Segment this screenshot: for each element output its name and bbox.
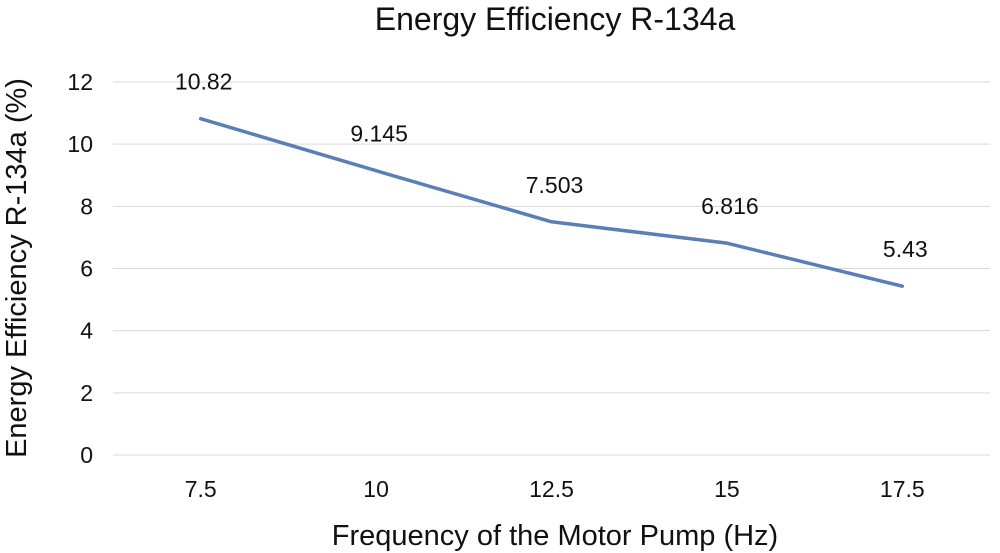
x-axis-label: Frequency of the Motor Pump (Hz) [332,520,778,552]
data-label-3: 6.816 [701,193,759,219]
x-tick-label-1: 10 [363,476,389,502]
x-tick-label-2: 12.5 [529,476,574,502]
x-tick-label-0: 7.5 [185,476,217,502]
y-axis-label: Energy Efficiency R-134a (%) [1,78,33,458]
x-tick-label-3: 15 [714,476,740,502]
x-axis-ticks: 7.5 10 12.5 15 17.5 [185,476,925,502]
y-axis-ticks: 0 2 4 6 8 10 12 [67,69,93,468]
y-tick-label-0: 0 [80,442,93,468]
data-label-2: 7.503 [526,172,584,198]
grid [113,81,990,456]
y-tick-label-4: 8 [80,193,93,219]
y-tick-label-5: 10 [67,131,93,157]
series-group [198,116,905,288]
data-label-4: 5.43 [883,236,928,262]
y-tick-label-1: 2 [80,380,93,406]
data-label-0: 10.82 [175,69,233,95]
data-labels: 10.82 9.145 7.503 6.816 5.43 [175,69,928,263]
x-tick-label-4: 17.5 [880,476,925,502]
chart-title: Energy Efficiency R-134a [375,1,736,37]
data-label-1: 9.145 [350,121,408,147]
y-tick-label-6: 12 [67,69,93,95]
y-tick-label-3: 6 [80,256,93,282]
y-tick-label-2: 4 [80,318,93,344]
